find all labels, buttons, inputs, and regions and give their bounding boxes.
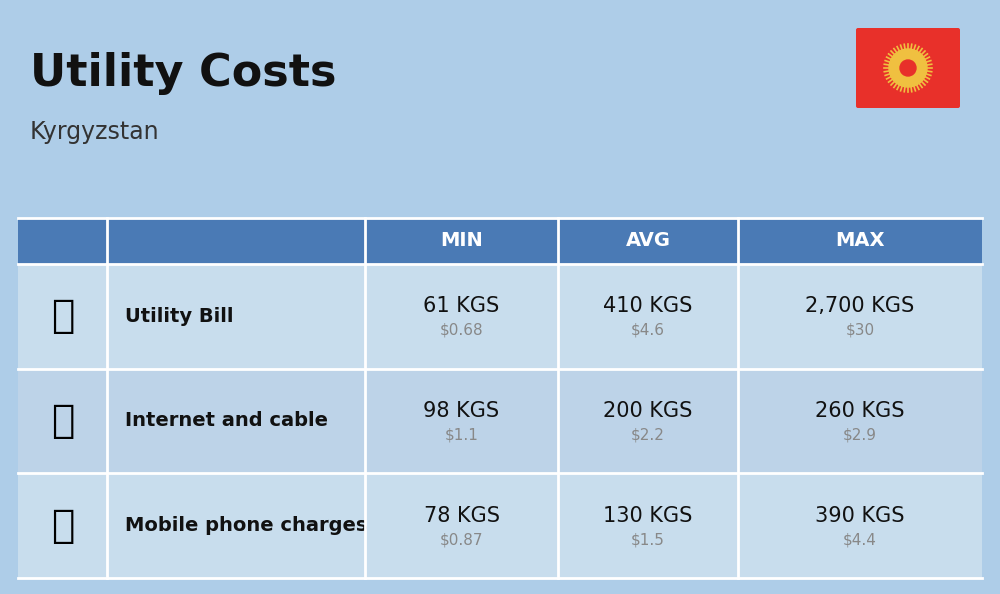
Text: 78 KGS: 78 KGS bbox=[424, 505, 500, 526]
Bar bbox=[18, 218, 982, 264]
Text: Utility Bill: Utility Bill bbox=[125, 307, 234, 326]
Text: $0.68: $0.68 bbox=[440, 323, 483, 338]
Text: $30: $30 bbox=[845, 323, 875, 338]
Text: MIN: MIN bbox=[440, 232, 483, 251]
Text: $2.9: $2.9 bbox=[843, 428, 877, 443]
Text: MAX: MAX bbox=[835, 232, 885, 251]
Text: $4.6: $4.6 bbox=[631, 323, 665, 338]
Text: 📱: 📱 bbox=[51, 507, 74, 545]
Text: Utility Costs: Utility Costs bbox=[30, 52, 336, 95]
Text: 130 KGS: 130 KGS bbox=[603, 505, 693, 526]
Text: 61 KGS: 61 KGS bbox=[423, 296, 500, 317]
Text: 410 KGS: 410 KGS bbox=[603, 296, 693, 317]
Text: $1.5: $1.5 bbox=[631, 532, 665, 547]
Text: AVG: AVG bbox=[626, 232, 670, 251]
Text: $4.4: $4.4 bbox=[843, 532, 877, 547]
Text: $2.2: $2.2 bbox=[631, 428, 665, 443]
Text: Kyrgyzstan: Kyrgyzstan bbox=[30, 120, 160, 144]
Text: Mobile phone charges: Mobile phone charges bbox=[125, 516, 367, 535]
Text: 200 KGS: 200 KGS bbox=[603, 401, 693, 421]
Text: 260 KGS: 260 KGS bbox=[815, 401, 905, 421]
Text: $1.1: $1.1 bbox=[445, 428, 478, 443]
Text: Internet and cable: Internet and cable bbox=[125, 412, 328, 431]
Text: 2,700 KGS: 2,700 KGS bbox=[805, 296, 915, 317]
Bar bbox=[18, 473, 982, 578]
Text: 📶: 📶 bbox=[51, 402, 74, 440]
Text: 390 KGS: 390 KGS bbox=[815, 505, 905, 526]
Bar bbox=[18, 264, 982, 369]
Bar bbox=[18, 369, 982, 473]
Circle shape bbox=[889, 49, 927, 87]
Text: $0.87: $0.87 bbox=[440, 532, 483, 547]
Text: 98 KGS: 98 KGS bbox=[423, 401, 500, 421]
FancyBboxPatch shape bbox=[856, 28, 960, 108]
Text: 💡: 💡 bbox=[51, 298, 74, 336]
Circle shape bbox=[900, 60, 916, 76]
